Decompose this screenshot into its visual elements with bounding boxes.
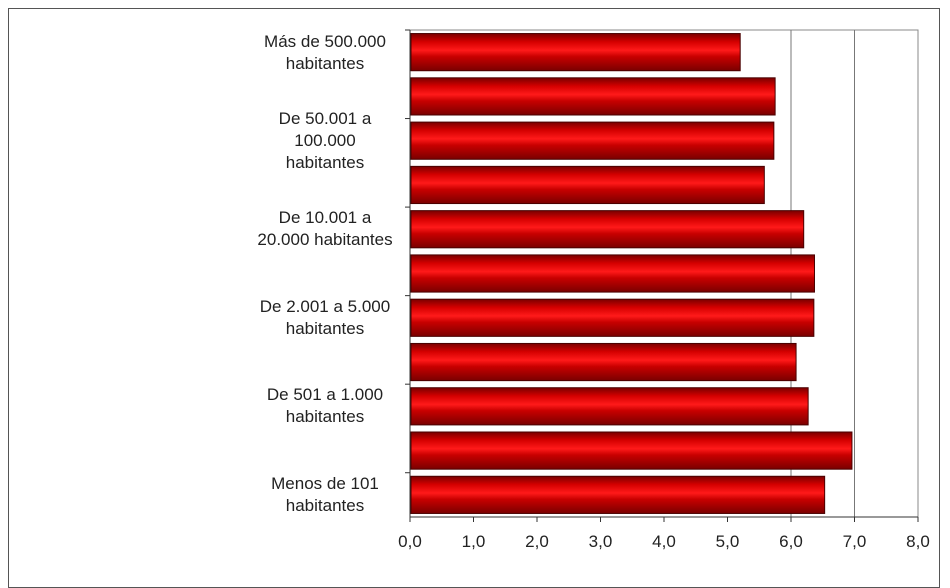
category-label-line: Más de 500.000 xyxy=(264,32,386,51)
bar xyxy=(410,475,826,514)
category-label-line: De 50.001 a xyxy=(279,109,372,128)
category-label-line: De 10.001 a xyxy=(279,208,372,227)
x-tick-label: 2,0 xyxy=(525,532,549,551)
category-label-line: habitantes xyxy=(286,496,364,515)
category-label: De 50.001 a 100.000 habitantes xyxy=(279,109,372,172)
x-tick-label: 3,0 xyxy=(589,532,613,551)
x-tick-label: 5,0 xyxy=(716,532,740,551)
x-tick-labels: 0,0 1,0 2,0 3,0 4,0 5,0 6,0 7,0 8,0 xyxy=(398,517,930,551)
category-label: De 501 a 1.000 habitantes xyxy=(267,385,383,426)
category-label-line: 100.000 xyxy=(294,131,355,150)
bar xyxy=(410,77,776,116)
bars xyxy=(410,33,853,514)
x-tick-label: 4,0 xyxy=(652,532,676,551)
category-label-line: habitantes xyxy=(286,319,364,338)
bar xyxy=(410,33,741,72)
category-label-line: Menos de 101 xyxy=(271,474,379,493)
category-label-line: habitantes xyxy=(286,407,364,426)
category-label-line: 20.000 habitantes xyxy=(257,230,392,249)
bar xyxy=(410,121,775,160)
x-tick-label: 7,0 xyxy=(843,532,867,551)
category-label-line: habitantes xyxy=(286,54,364,73)
x-tick-label: 1,0 xyxy=(462,532,486,551)
x-tick-label: 6,0 xyxy=(779,532,803,551)
category-labels: Más de 500.000 habitantes De 50.001 a 100.0… xyxy=(257,32,392,515)
category-label: Más de 500.000 habitantes xyxy=(264,32,386,73)
category-label-line: De 501 a 1.000 xyxy=(267,385,383,404)
bar-chart: 0,0 1,0 2,0 3,0 4,0 5,0 6,0 7,0 8,0 Más de 500.0… xyxy=(257,29,930,551)
bar xyxy=(410,387,809,426)
bar xyxy=(410,342,797,382)
bar xyxy=(410,165,765,205)
bar xyxy=(410,254,815,293)
bar xyxy=(410,210,805,249)
category-label: Menos de 101 habitantes xyxy=(271,474,379,515)
category-label-line: habitantes xyxy=(286,153,364,172)
bar xyxy=(410,298,815,337)
category-label: De 10.001 a 20.000 habitantes xyxy=(257,208,392,249)
bar xyxy=(410,431,853,470)
x-tick-label: 0,0 xyxy=(398,532,422,551)
x-tick-label: 8,0 xyxy=(906,532,930,551)
category-label: De 2.001 a 5.000 habitantes xyxy=(260,297,390,338)
category-label-line: De 2.001 a 5.000 xyxy=(260,297,390,316)
